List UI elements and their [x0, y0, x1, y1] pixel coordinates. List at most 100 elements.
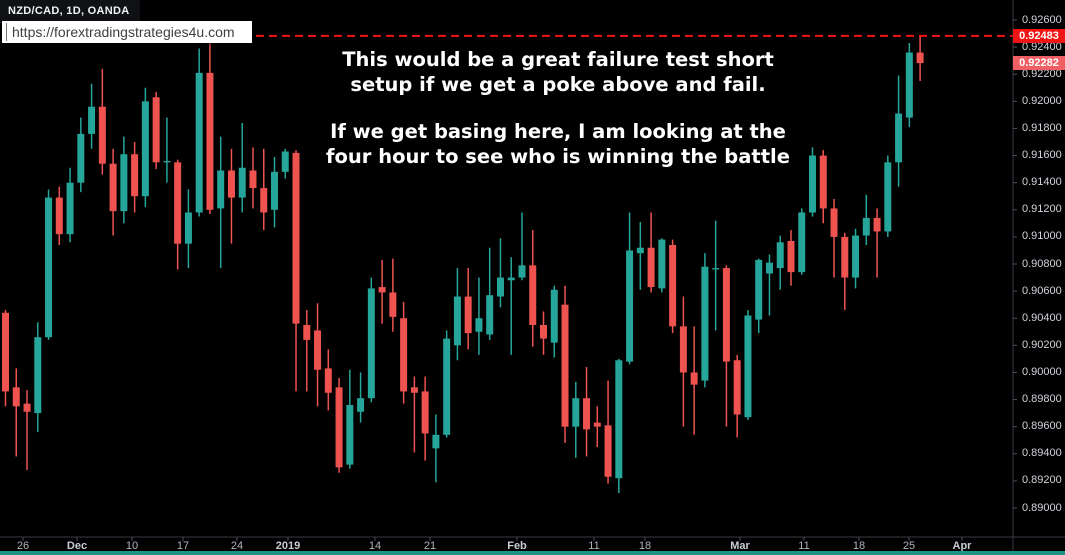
- candle-body: [722, 268, 730, 362]
- candle-body: [830, 208, 838, 237]
- candle-body: [55, 197, 63, 235]
- candle-body: [421, 391, 429, 434]
- time-axis-label: 18: [852, 540, 866, 552]
- candle-body: [378, 287, 386, 293]
- candle-body: [905, 52, 913, 118]
- candle-body: [529, 265, 537, 325]
- candle-body: [271, 171, 278, 210]
- price-axis-label: 0.91400: [1022, 176, 1062, 189]
- candle-body: [367, 288, 375, 399]
- candle-body: [550, 289, 558, 343]
- candle-body: [540, 325, 547, 339]
- time-axis-label: Mar: [730, 540, 750, 552]
- candle-body: [88, 106, 96, 134]
- candle-body: [658, 239, 666, 289]
- candle-body: [464, 296, 472, 334]
- candle-body: [712, 268, 720, 270]
- url-text: https://forextradingstrategies4u.com: [12, 24, 235, 40]
- time-axis-label: 21: [423, 540, 437, 552]
- price-axis-label: 0.92400: [1022, 40, 1062, 53]
- candle-body: [34, 337, 42, 414]
- annotation-line: If we get basing here, I am looking at t…: [330, 120, 786, 143]
- candle-body: [583, 398, 591, 430]
- candle-body: [787, 240, 795, 273]
- candle-body: [507, 277, 515, 281]
- candle-body: [292, 152, 300, 324]
- time-axis-label: 2019: [275, 540, 301, 552]
- candle-body: [314, 330, 322, 370]
- candle-body: [669, 245, 677, 327]
- candle-body: [206, 72, 214, 210]
- candle-body: [217, 170, 225, 209]
- candle-body: [572, 398, 580, 427]
- price-axis-label: 0.89000: [1022, 501, 1062, 514]
- footer-strip: [0, 551, 1065, 555]
- alert-price-badge: 0.92483: [1013, 28, 1065, 43]
- price-axis-label: 0.90000: [1022, 365, 1062, 378]
- candle-body: [443, 338, 451, 435]
- candle-body: [184, 212, 192, 244]
- candle-body: [841, 236, 849, 278]
- candle-body: [798, 212, 806, 273]
- candle-body: [120, 154, 128, 212]
- candle-body: [174, 162, 182, 244]
- candle-body: [324, 368, 332, 393]
- candle-body: [765, 262, 773, 274]
- candle-body: [45, 197, 53, 338]
- candle-body: [916, 52, 924, 64]
- price-axis-label: 0.89400: [1022, 447, 1062, 460]
- candle-body: [884, 162, 892, 232]
- candle-body: [895, 113, 903, 163]
- candle-body: [647, 247, 655, 288]
- annotation-line: setup if we get a poke above and fail.: [350, 73, 766, 96]
- price-axis-label: 0.91800: [1022, 121, 1062, 134]
- last-price-badge: 0.92282: [1013, 56, 1065, 71]
- price-axis-label: 0.90200: [1022, 338, 1062, 351]
- candle-body: [163, 160, 171, 163]
- candle-body: [679, 326, 687, 373]
- candle-body: [744, 315, 752, 418]
- annotation-line: [302, 97, 814, 119]
- candle-body: [819, 155, 827, 209]
- candle-body: [346, 404, 354, 465]
- candle-body: [357, 398, 365, 412]
- time-axis-label: Dec: [66, 540, 88, 552]
- candle-body: [66, 182, 74, 235]
- price-axis-label: 0.89800: [1022, 393, 1062, 406]
- candle-body: [604, 425, 612, 477]
- candle-body: [281, 151, 289, 172]
- candle-body: [862, 217, 870, 236]
- candle-body: [873, 217, 881, 232]
- candle-body: [561, 304, 569, 427]
- symbol-title[interactable]: NZD/CAD, 1D, OANDA: [0, 0, 140, 23]
- candle-body: [23, 403, 31, 412]
- candle-body: [249, 170, 257, 189]
- annotation-line: four hour to see who is winning the batt…: [326, 145, 790, 168]
- candle-body: [77, 133, 85, 183]
- time-axis-label: Feb: [507, 540, 527, 552]
- url-bar[interactable]: https://forextradingstrategies4u.com: [2, 21, 252, 43]
- candle-body: [141, 101, 149, 197]
- candle-body: [12, 387, 20, 407]
- time-axis-label: 24: [230, 540, 244, 552]
- candle-body: [335, 387, 343, 468]
- time-axis-label: Apr: [952, 540, 972, 552]
- time-axis-label: 11: [588, 540, 600, 552]
- time-axis[interactable]: 26 Dec 10 17 24 2019 14 21 Feb 11 18 Mar 11 18 25 Apr: [0, 537, 1065, 552]
- price-axis-label: 0.89200: [1022, 474, 1062, 487]
- time-axis-label: 10: [125, 540, 139, 552]
- time-axis-label: 25: [902, 540, 916, 552]
- candle-body: [593, 422, 601, 427]
- price-axis-label: 0.89600: [1022, 420, 1062, 433]
- price-axis[interactable]: 0.92483 0.92282 0.92600 0.92400 0.92200 0.9…: [1013, 0, 1065, 537]
- candle-body: [400, 318, 408, 392]
- price-axis-label: 0.92200: [1022, 67, 1062, 80]
- price-axis-label: 0.91600: [1022, 149, 1062, 162]
- candle-body: [518, 265, 526, 278]
- candle-body: [809, 155, 816, 213]
- candle-body: [131, 154, 139, 197]
- time-axis-label: 14: [368, 540, 382, 552]
- candle-body: [852, 235, 860, 278]
- price-axis-label: 0.92600: [1022, 13, 1062, 26]
